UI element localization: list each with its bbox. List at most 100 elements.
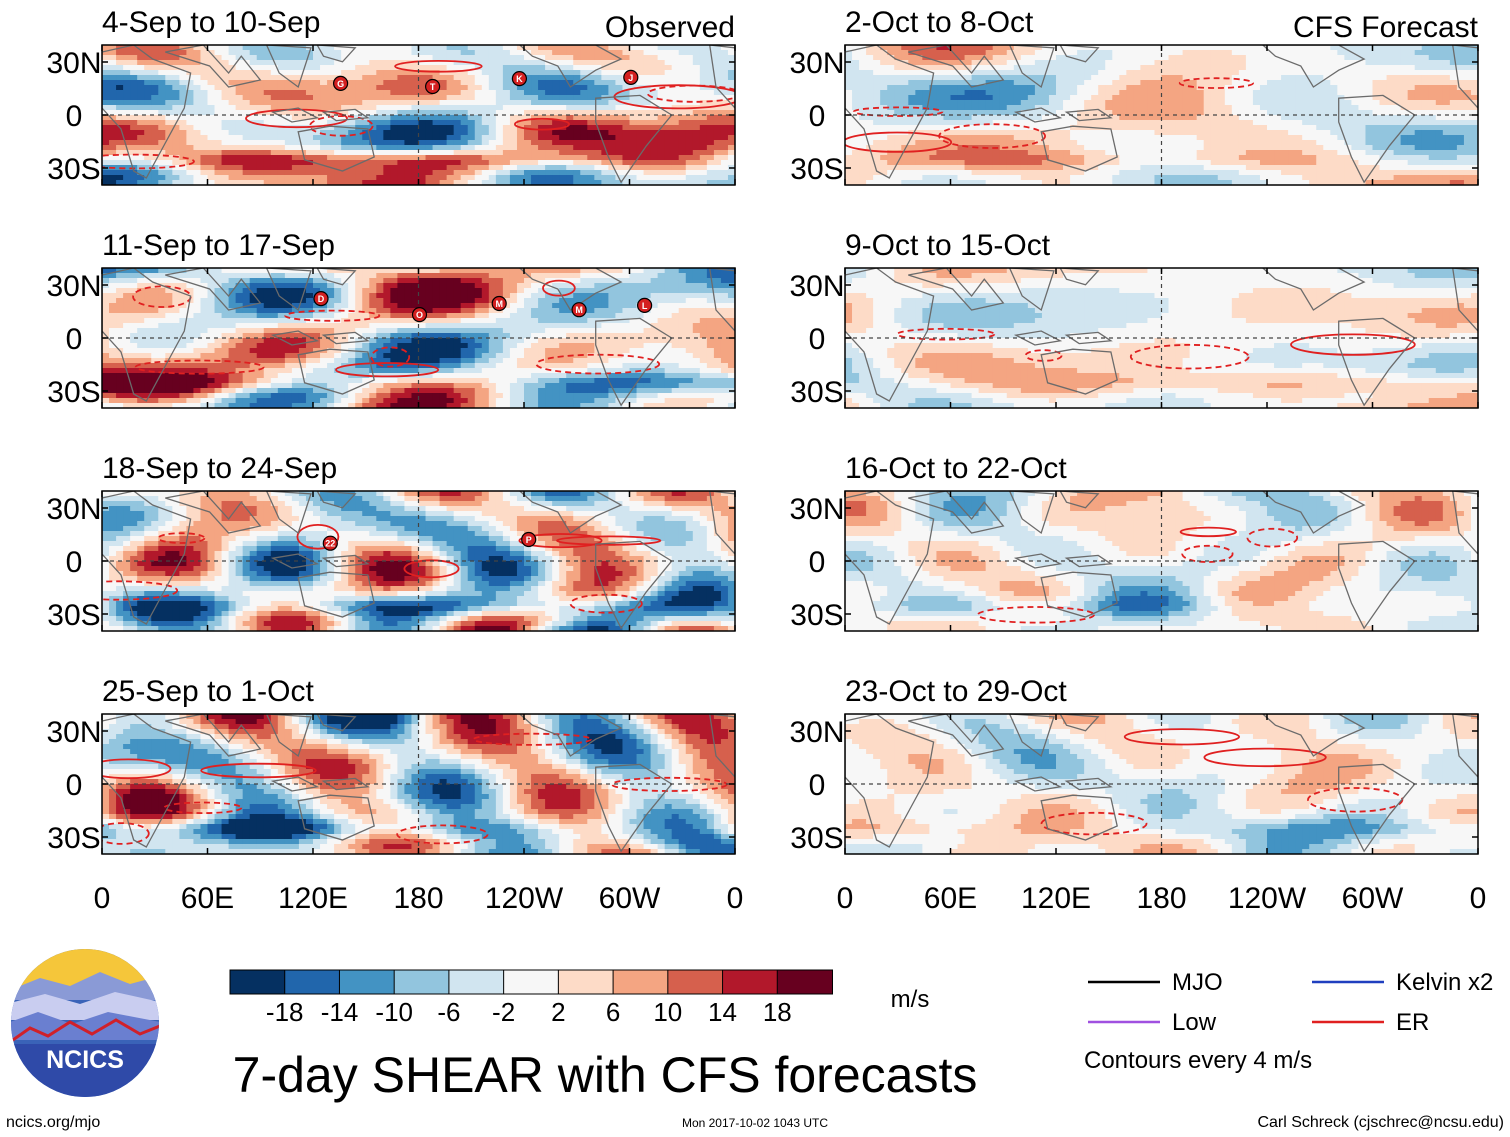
colorbar: -18 -14 -10 -6 -2 2 6 10 14 18 — [229, 969, 834, 1027]
storm-label: K — [516, 74, 523, 84]
lat-tick-label: 30N — [789, 47, 844, 80]
storm-marker: M — [571, 302, 587, 318]
shear-field — [845, 491, 1478, 631]
lat-tick-label: 30N — [46, 270, 101, 303]
colorbar-swatch — [393, 969, 450, 995]
shear-field — [102, 714, 735, 854]
lat-tick-label: 0 — [809, 769, 826, 802]
legend-note: Contours every 4 m/s — [1084, 1047, 1312, 1074]
lat-tick-label: 30S — [47, 822, 100, 855]
storm-label: J — [628, 73, 633, 83]
panel-title: 18-Sep to 24-Sep — [102, 452, 337, 485]
storm-label: P — [526, 535, 532, 545]
lon-tick-label: 120W — [1228, 882, 1307, 915]
lat-tick-label: 30S — [47, 376, 100, 409]
colorbar-tick-label: -18 — [266, 997, 304, 1027]
lat-tick-label: 30N — [46, 47, 101, 80]
legend-label: ER — [1396, 1009, 1429, 1036]
map-panel: G T K J 30N 0 30S 4-Sep to 10-Sep Observed — [46, 6, 736, 186]
legend-item: Kelvin x2 — [1312, 969, 1493, 996]
lat-tick-label: 0 — [66, 546, 83, 579]
storm-marker: D — [313, 291, 329, 307]
lat-tick-label: 0 — [809, 100, 826, 133]
lat-tick-label: 30S — [47, 153, 100, 186]
map-panel: 30N 0 30S 23-Oct to 29-Oct — [789, 675, 1479, 855]
footer-url[interactable]: ncics.org/mjo — [6, 1114, 100, 1131]
map-panel: 30N 0 30S 9-Oct to 15-Oct — [789, 229, 1479, 409]
er-contours — [896, 327, 1416, 370]
colorbar-swatch — [448, 969, 505, 995]
panel-title: 9-Oct to 15-Oct — [845, 229, 1051, 262]
column-label: Observed — [605, 11, 735, 44]
panel-title: 16-Oct to 22-Oct — [845, 452, 1067, 485]
lat-tick-label: 30S — [47, 599, 100, 632]
coastlines — [102, 491, 735, 630]
storm-label: M — [495, 299, 503, 309]
colorbar-swatch — [612, 969, 669, 995]
map-panel: 30N 0 30S 25-Sep to 1-Oct — [46, 675, 736, 855]
map-panel: 30N 0 30S 16-Oct to 22-Oct — [789, 452, 1479, 632]
er-contours — [977, 526, 1299, 624]
lat-tick-label: 30S — [790, 599, 843, 632]
storm-marker: K — [511, 70, 528, 87]
storm-label: D — [318, 294, 325, 304]
logo-text: NCICS — [46, 1046, 124, 1074]
lon-tick-label: 180 — [393, 882, 443, 915]
colorbar-tick-label: 18 — [763, 997, 792, 1027]
legend-label: Kelvin x2 — [1396, 969, 1493, 996]
panel-title: 11-Sep to 17-Sep — [102, 229, 335, 262]
coastlines — [102, 45, 735, 184]
storm-marker: P — [521, 531, 537, 548]
lat-tick-label: 0 — [66, 769, 83, 802]
panel-title: 2-Oct to 8-Oct — [845, 6, 1034, 39]
figure-title: 7-day SHEAR with CFS forecasts — [233, 1047, 978, 1103]
colorbar-tick-label: -10 — [375, 997, 413, 1027]
lon-tick-label: 180 — [1136, 882, 1186, 915]
coastlines — [102, 268, 735, 407]
panel-title: 25-Sep to 1-Oct — [102, 675, 314, 708]
lat-tick-label: 30N — [46, 493, 101, 526]
colorbar-swatch — [557, 969, 615, 995]
lon-tick-label: 60E — [924, 882, 977, 915]
lon-tick-label: 0 — [837, 882, 854, 915]
footer-timestamp: Mon 2017-10-02 1043 UTC — [682, 1116, 828, 1130]
lat-tick-label: 30N — [789, 493, 844, 526]
storm-marker: M — [491, 295, 507, 312]
storm-marker: 22 — [322, 535, 338, 551]
shear-field — [102, 491, 735, 631]
colorbar-units: m/s — [891, 986, 930, 1013]
ncics-logo: NCICS — [11, 949, 159, 1097]
legend-label: MJO — [1172, 969, 1223, 996]
lat-tick-label: 30S — [790, 376, 843, 409]
lat-tick-label: 0 — [809, 546, 826, 579]
coastlines — [102, 714, 735, 853]
shear-field — [102, 268, 735, 408]
storm-marker: O — [411, 307, 428, 323]
lon-tick-label: 60W — [1342, 882, 1404, 915]
lat-tick-label: 30N — [789, 716, 844, 749]
lat-tick-label: 0 — [809, 323, 826, 356]
legend-item: MJO — [1088, 969, 1223, 996]
storm-marker: G — [333, 75, 349, 92]
lon-tick-label: 60W — [599, 882, 661, 915]
lat-tick-label: 30S — [790, 822, 843, 855]
storm-marker: L — [636, 297, 653, 313]
column-label: CFS Forecast — [1293, 11, 1479, 44]
map-panel: 30N 0 30S 2-Oct to 8-Oct CFS Forecast — [789, 6, 1479, 186]
storm-marker: J — [623, 69, 639, 86]
lat-tick-label: 30N — [46, 716, 101, 749]
map-panel: D O M M L 30N 0 30S 11-Sep to 17-Sep — [46, 229, 736, 409]
legend-item: Low — [1088, 1009, 1217, 1036]
colorbar-swatch — [722, 969, 779, 995]
colorbar-swatch — [229, 969, 286, 995]
lon-tick-label: 0 — [94, 882, 111, 915]
colorbar-swatch — [667, 969, 724, 995]
panel-title: 4-Sep to 10-Sep — [102, 6, 320, 39]
coastlines — [845, 45, 1478, 184]
lon-tick-label: 120E — [278, 882, 348, 915]
colorbar-swatch — [776, 969, 834, 995]
coastlines — [845, 268, 1478, 407]
lat-tick-label: 0 — [66, 323, 83, 356]
storm-label: G — [337, 79, 344, 89]
